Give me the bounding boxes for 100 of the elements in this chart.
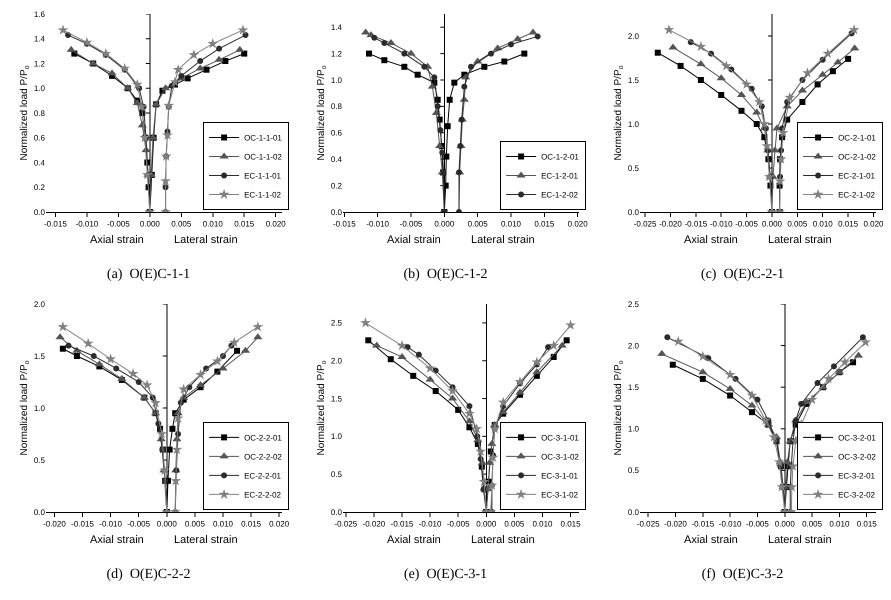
legend-label: EC-1-1-01 [244, 172, 282, 181]
y-tick-label: 1.0 [34, 84, 46, 94]
point [456, 169, 462, 176]
point [760, 414, 771, 426]
point [381, 40, 388, 46]
point [845, 56, 852, 62]
point [532, 356, 542, 367]
y-tick-label: 0.8 [330, 102, 343, 112]
x-tick-label: -0.020 [664, 520, 688, 529]
point [534, 33, 541, 40]
legend-label: EC-3-1-02 [541, 490, 579, 500]
point [778, 127, 788, 138]
x-tick-label: 0.020 [863, 220, 884, 229]
x-tick-label: -0.010 [710, 220, 734, 229]
x-tick-label: 0.010 [202, 220, 224, 229]
x-tick-label: 0.000 [476, 520, 497, 529]
point [514, 376, 526, 386]
point [457, 143, 464, 149]
point [447, 385, 458, 396]
x-tick-label: -0.015 [44, 220, 68, 229]
point [814, 380, 821, 386]
point [163, 100, 174, 110]
text: Axial strain [684, 534, 738, 546]
legend-label: OC-2-2-02 [244, 452, 282, 462]
point [672, 336, 684, 346]
point [169, 426, 176, 432]
point [142, 169, 153, 180]
point [776, 154, 786, 164]
legend-label: EC-2-2-01 [244, 472, 282, 481]
y-tick-label: 2.5 [330, 318, 343, 328]
text: (e) O(E)C-3-1 [404, 567, 488, 582]
x-tick-label: -0.005 [446, 520, 470, 529]
point [545, 344, 552, 350]
y-tick-label: 0.5 [330, 470, 343, 479]
x-tick-label: -0.010 [99, 520, 123, 529]
y-tick-label: 0.4 [330, 155, 343, 164]
point [170, 76, 180, 87]
point [461, 84, 468, 90]
y-tick-label: 0.0 [330, 508, 343, 517]
x-tick-label: 0.010 [829, 520, 850, 529]
point [799, 99, 806, 105]
x-tick-label: 0.020 [266, 220, 286, 229]
x-tick-label: -0.010 [76, 220, 99, 229]
point [437, 127, 444, 134]
point [814, 81, 821, 88]
x-tick-label: -0.025 [636, 520, 660, 529]
point [222, 58, 228, 64]
y-tick-label: 1.6 [34, 10, 46, 19]
point [748, 409, 755, 416]
text: (b) O(E)C-1-2 [404, 267, 488, 282]
x-tick-label: -0.005 [107, 220, 130, 229]
point [410, 372, 416, 379]
x-tick-label: -0.020 [659, 220, 682, 229]
point [360, 317, 371, 328]
point [451, 80, 458, 86]
point [188, 49, 200, 60]
legend-label: OC-3-1-01 [541, 434, 580, 443]
point [788, 460, 798, 471]
x-tick-label: 0.010 [212, 520, 234, 529]
point [212, 356, 223, 366]
legend-label: OC-1-2-01 [541, 152, 580, 162]
y-tick-label: 0.8 [34, 108, 46, 118]
x-tick-label: 0.010 [532, 520, 554, 529]
point [178, 384, 189, 394]
y-tick-label: 0.0 [330, 208, 343, 217]
y-tick-label: 0.5 [34, 456, 46, 465]
x-tick-label: 0.005 [802, 520, 823, 529]
text: Axial strain [387, 534, 441, 546]
point [654, 50, 661, 56]
x-tick-label: -0.015 [332, 220, 356, 229]
point [798, 400, 804, 407]
point [696, 40, 706, 52]
x-tick-label: 0.010 [500, 220, 522, 229]
point [172, 412, 184, 423]
x-tick-label: 0.000 [140, 220, 160, 229]
point [488, 50, 494, 57]
point [565, 320, 576, 330]
point [464, 408, 475, 418]
point [162, 130, 173, 140]
x-tick-label: 0.020 [568, 220, 588, 229]
x-tick-label: -0.015 [390, 520, 414, 529]
x-tick-label: -0.015 [71, 520, 94, 529]
point [498, 396, 508, 407]
point [548, 340, 560, 350]
text: Axial strain [387, 234, 441, 246]
point [678, 62, 684, 69]
point [830, 68, 836, 74]
point [74, 353, 80, 359]
point [764, 171, 775, 182]
x-tick-label: 0.005 [184, 520, 206, 529]
x-tick-label: 0.005 [504, 520, 525, 529]
x-tick-label: 0.010 [812, 220, 834, 229]
legend-label: OC-3-1-02 [541, 452, 580, 462]
text: Lateral strain [768, 534, 832, 546]
y-tick-label: 1.0 [628, 424, 640, 434]
legend-label: EC-1-2-02 [541, 190, 579, 200]
x-tick-label: 0.015 [560, 520, 582, 529]
y-tick-label: 1.5 [330, 394, 343, 404]
y-tick-label: 1.5 [628, 76, 640, 85]
point [142, 380, 152, 390]
